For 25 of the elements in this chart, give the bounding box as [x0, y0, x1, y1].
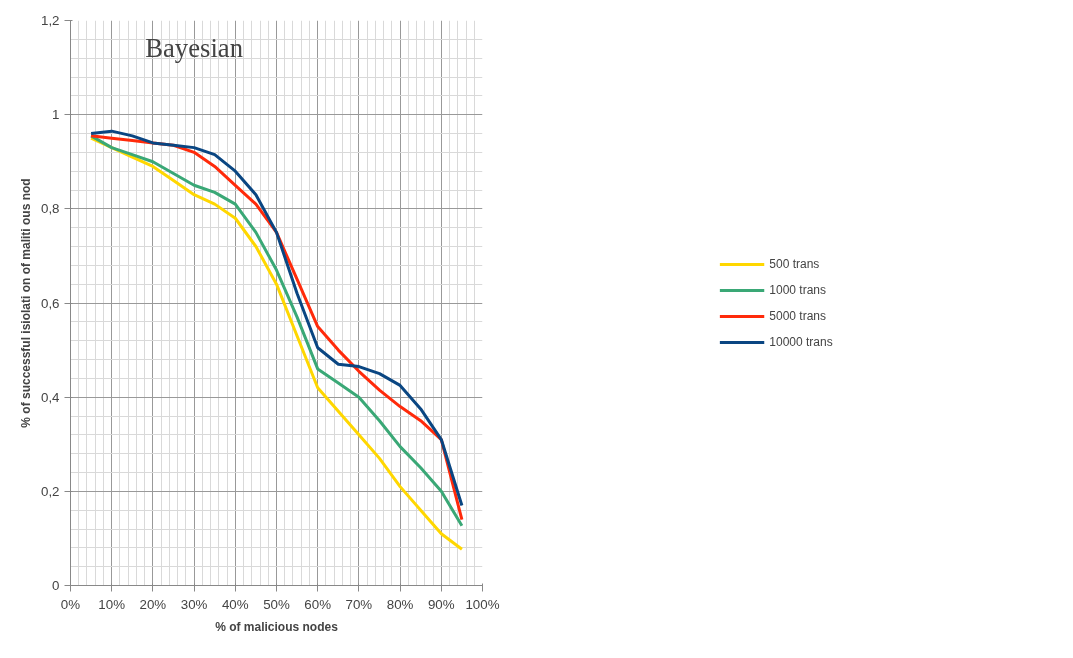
x-tick-label: 40% — [221, 596, 249, 612]
x-tick-label: 100% — [465, 596, 500, 612]
y-axis-title: % of successful isiolati on of maliti ous nod — [18, 178, 33, 428]
y-tick-label: 0,6 — [40, 295, 60, 311]
y-tick-label: 0,8 — [40, 201, 60, 217]
x-axis-title: % of malicious nodes — [215, 619, 339, 634]
x-tick-label: 10% — [98, 596, 126, 612]
x-tick-label: 20% — [139, 596, 167, 612]
legend-label: 5000 trans — [769, 308, 827, 323]
x-tick-label: 90% — [427, 596, 455, 612]
y-tick-label: 1,2 — [40, 13, 60, 28]
y-tick-label: 0 — [52, 578, 60, 593]
y-tick-label: 0,2 — [40, 483, 60, 499]
legend-label: 1000 trans — [769, 282, 827, 297]
x-tick-label: 80% — [386, 596, 414, 612]
text: Bayesian — [145, 32, 243, 63]
y-tick-label: 0,4 — [40, 389, 61, 405]
legend-label: 10000 trans — [769, 334, 833, 349]
legend-label: 500 trans — [769, 256, 820, 271]
x-tick-label: 0% — [60, 596, 81, 612]
x-tick-label: 50% — [263, 596, 290, 612]
y-tick-label: 1 — [52, 107, 60, 123]
x-tick-label: 70% — [345, 596, 373, 612]
x-tick-label: 60% — [304, 596, 332, 612]
x-tick-label: 30% — [180, 596, 208, 612]
